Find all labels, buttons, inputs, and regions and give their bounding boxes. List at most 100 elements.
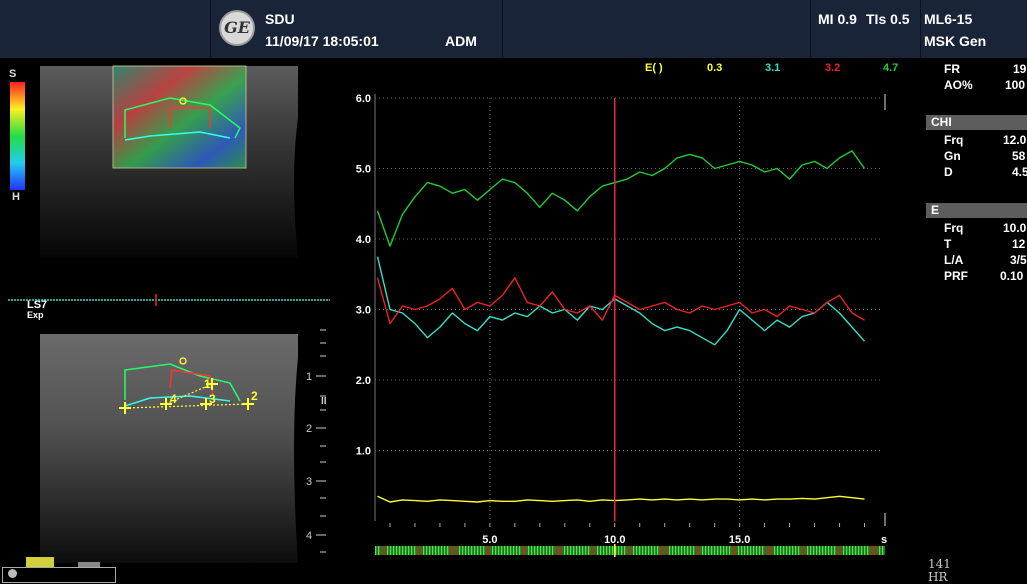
time-bar-segment	[480, 546, 482, 555]
time-bar-segment	[426, 546, 428, 555]
time-bar-segment	[378, 546, 380, 555]
time-bar-segment	[585, 546, 587, 555]
time-bar-segment	[543, 546, 545, 555]
status-box	[2, 567, 116, 583]
time-bar-segment	[753, 546, 755, 555]
cine-button-2[interactable]	[78, 562, 100, 571]
time-bar-segment	[687, 546, 689, 555]
time-bar-segment	[429, 546, 431, 555]
time-bar-segment	[618, 546, 620, 555]
time-bar-segment	[609, 546, 611, 555]
bmode-marker-circle	[179, 357, 187, 365]
series-line-green	[376, 150, 866, 247]
probe-name: ML6-15	[924, 11, 973, 27]
time-bar-segment	[582, 546, 584, 555]
time-bar-segment	[849, 546, 851, 555]
time-bar-segment	[510, 546, 512, 555]
caliper-dotted-line	[124, 383, 249, 409]
time-bar-segment	[405, 546, 407, 555]
time-bar-segment	[807, 546, 809, 555]
time-bar-segment	[684, 546, 686, 555]
time-bar-segment	[432, 546, 434, 555]
time-bar-segment	[516, 546, 518, 555]
time-bar-segment	[819, 546, 821, 555]
e-frq-label: Frq	[944, 221, 964, 235]
time-bar-segment	[450, 546, 452, 555]
e-t-label: T	[944, 237, 952, 251]
time-bar-segment	[744, 546, 746, 555]
time-bar-segment	[591, 546, 593, 555]
time-bar-segment	[423, 546, 425, 555]
caliper-label-2: 2	[251, 389, 258, 403]
time-bar-segment	[870, 546, 872, 555]
time-bar-segment	[804, 546, 806, 555]
time-bar-segment	[513, 546, 515, 555]
series-line-cyan	[376, 256, 866, 346]
time-bar-segment	[741, 546, 743, 555]
chi-frq-value: 12.0	[1003, 133, 1027, 147]
ecg-label: LS7	[27, 299, 47, 311]
time-bar-segment	[768, 546, 770, 555]
time-bar-segment	[441, 546, 443, 555]
time-bar-segment	[573, 546, 575, 555]
time-bar-segment	[387, 546, 389, 555]
time-bar-segment	[501, 546, 503, 555]
header-segment	[210, 0, 503, 58]
time-bar-segment	[822, 546, 824, 555]
time-bar-segment	[825, 546, 827, 555]
preset-name: MSK Gen	[924, 33, 987, 49]
depth-ruler	[316, 329, 326, 553]
time-bar-segment	[756, 546, 758, 555]
time-bar-segment	[639, 546, 641, 555]
chi-gn-value: 58	[1012, 149, 1026, 163]
time-bar-segment	[612, 546, 614, 555]
time-bar-segment	[720, 546, 722, 555]
time-bar-segment	[588, 546, 590, 555]
y-tick-label: 3.0	[356, 305, 371, 317]
time-bar-segment	[537, 546, 539, 555]
hr-value: 141	[928, 557, 951, 571]
time-bar-segment	[732, 546, 734, 555]
time-bar-segment	[396, 546, 398, 555]
time-bar-segment	[657, 546, 659, 555]
time-bar-segment	[570, 546, 572, 555]
time-bar-segment	[477, 546, 479, 555]
time-bar-segment	[576, 546, 578, 555]
depth-label-4: 4	[306, 530, 312, 542]
time-bar-segment	[579, 546, 581, 555]
time-bar-segment	[498, 546, 500, 555]
time-bar-segment	[411, 546, 413, 555]
chi-frq-label: Frq	[944, 133, 964, 147]
e-t-value: 12	[1012, 237, 1026, 251]
ao-label: AO%	[944, 78, 973, 92]
fr-value: 19	[1013, 62, 1027, 76]
time-bar-segment	[678, 546, 680, 555]
time-bar-segment	[882, 546, 884, 555]
time-bar-segment	[813, 546, 815, 555]
time-bar-segment	[465, 546, 467, 555]
time-bar-segment	[645, 546, 647, 555]
time-bar-segment	[831, 546, 833, 555]
time-bar-segment	[663, 546, 665, 555]
time-bar-segment	[519, 546, 521, 555]
y-tick-label: 6.0	[356, 93, 371, 105]
time-bar-segment	[636, 546, 638, 555]
fr-label: FR	[944, 62, 960, 76]
time-bar-segment	[759, 546, 761, 555]
time-bar-segment	[474, 546, 476, 555]
series-line-red	[376, 277, 865, 325]
hr-label: HR	[928, 570, 948, 584]
y-tick-label: 4.0	[356, 234, 371, 246]
time-bar-segment	[669, 546, 671, 555]
time-bar-segment	[420, 546, 422, 555]
time-bar-segment	[777, 546, 779, 555]
y-tick-label: 1.0	[356, 446, 371, 458]
time-bar-segment	[546, 546, 548, 555]
image-area: S H LS7 Exp 1 2 3 4 1 2 3 4 II	[8, 65, 330, 563]
time-bar-segment	[444, 546, 446, 555]
time-bar-segment	[774, 546, 776, 555]
time-bar-segment	[414, 546, 416, 555]
chi-gn-label: Gn	[944, 149, 961, 163]
time-bar-segment	[750, 546, 752, 555]
scale-bottom-label: H	[12, 191, 20, 203]
